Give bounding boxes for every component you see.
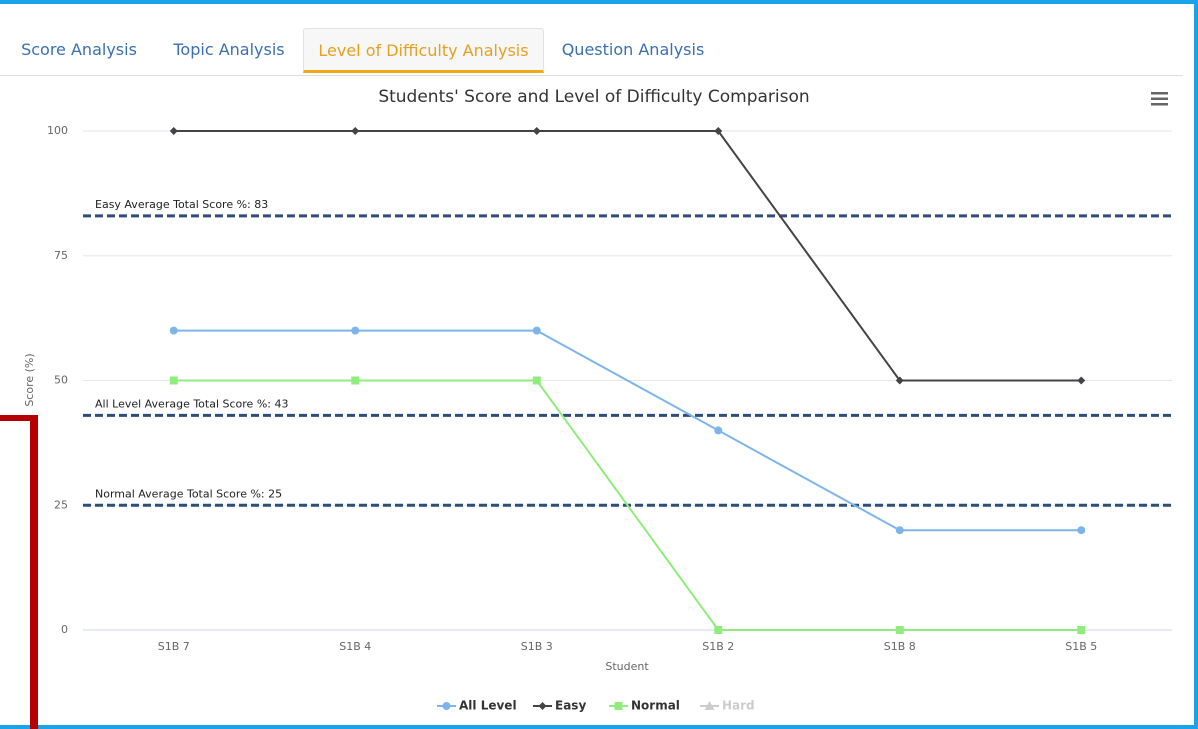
menu-icon-bar (1151, 92, 1168, 95)
x-axis-title: Student (605, 660, 649, 673)
point (351, 376, 360, 385)
point (1077, 626, 1086, 634)
x-tick-label: S1B 4 (339, 640, 371, 653)
average-label: Normal Average Total Score %: 25 (95, 487, 282, 500)
point (1077, 376, 1086, 385)
legend-symbol (442, 702, 451, 710)
point (895, 626, 904, 634)
y-tick-label: 0 (61, 623, 68, 636)
menu-icon-bar (1151, 97, 1168, 100)
y-tick-label: 25 (54, 498, 68, 511)
tab[interactable]: Score Analysis (21, 40, 137, 59)
y-tick-label: 50 (54, 374, 68, 387)
point (714, 626, 723, 634)
y-tick-label: 100 (47, 124, 68, 137)
x-tick-label: S1B 2 (702, 640, 734, 653)
point (895, 376, 904, 385)
point (169, 127, 178, 135)
point (532, 376, 541, 385)
point (351, 127, 360, 135)
average-label: Easy Average Total Score %: 83 (95, 198, 268, 211)
point (895, 526, 904, 535)
tab[interactable]: Topic Analysis (173, 40, 285, 59)
x-tick-label: S1B 8 (884, 640, 916, 653)
legend-label[interactable]: Easy (555, 699, 586, 713)
menu-button[interactable] (1151, 92, 1168, 106)
legend-label[interactable]: Hard (722, 699, 755, 713)
x-tick-label: S1B 3 (521, 640, 553, 653)
point (169, 326, 178, 335)
point (714, 426, 723, 435)
legend-label[interactable]: Normal (631, 699, 680, 713)
chart-title: Students' Score and Level of Difficulty … (378, 87, 809, 107)
point (532, 127, 541, 135)
legend-symbol (538, 702, 547, 710)
point (351, 326, 360, 335)
series-line (173, 329, 1082, 532)
point (1077, 526, 1086, 535)
tab[interactable]: Question Analysis (561, 40, 705, 59)
y-tick-label: 75 (54, 249, 68, 262)
highlight-border (0, 415, 38, 421)
legend-symbol (614, 702, 623, 710)
highlight-border (30, 415, 38, 729)
tab-bar: Score Analysis Topic Analysis Level of D… (0, 28, 1183, 76)
x-tick-label: S1B 7 (158, 640, 190, 653)
point (532, 326, 541, 335)
menu-icon-bar (1151, 103, 1168, 106)
tab[interactable]: Level of Difficulty Analysis (303, 28, 544, 73)
point (169, 376, 178, 385)
series-line (173, 130, 1082, 382)
y-axis-title: Score (%) (23, 353, 36, 406)
series-line (173, 379, 1082, 631)
legend-label[interactable]: All Level (459, 699, 517, 713)
x-tick-label: S1B 5 (1065, 640, 1097, 653)
average-label: All Level Average Total Score %: 43 (95, 397, 288, 410)
point (714, 127, 723, 135)
legend-symbol (704, 701, 715, 710)
